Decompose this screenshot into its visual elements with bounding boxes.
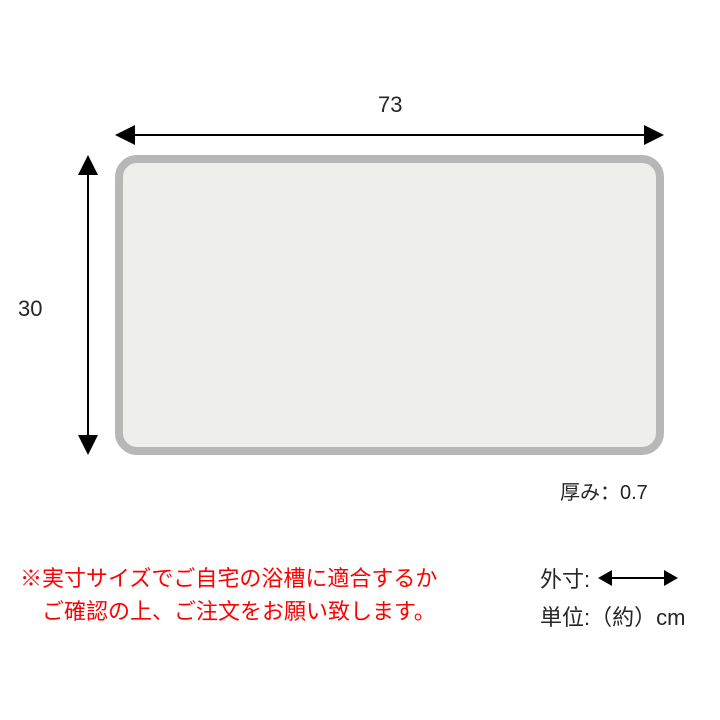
legend-unit: 単位:（約）cm [540,600,685,632]
legend-outer-dimension: 外寸: [540,562,680,594]
height-dimension-label: 30 [18,296,42,322]
diagram-canvas: 73 30 厚み：0.7 ※実寸サイズでご自宅の浴槽に適合するか ご確認の上、ご… [0,0,720,720]
thickness-label: 厚み：0.7 [560,476,648,505]
fit-warning-note: ※実寸サイズでご自宅の浴槽に適合するか ご確認の上、ご注文をお願い致します。 [20,562,437,628]
height-dimension-arrow [66,133,110,477]
legend-outer-label: 外寸: [540,562,590,594]
width-dimension-arrow [93,113,686,157]
legend-unit-label: 単位:（約）cm [540,600,685,632]
legend-arrow-icon [596,568,680,588]
product-panel [115,155,664,455]
width-dimension-label: 73 [378,92,402,118]
